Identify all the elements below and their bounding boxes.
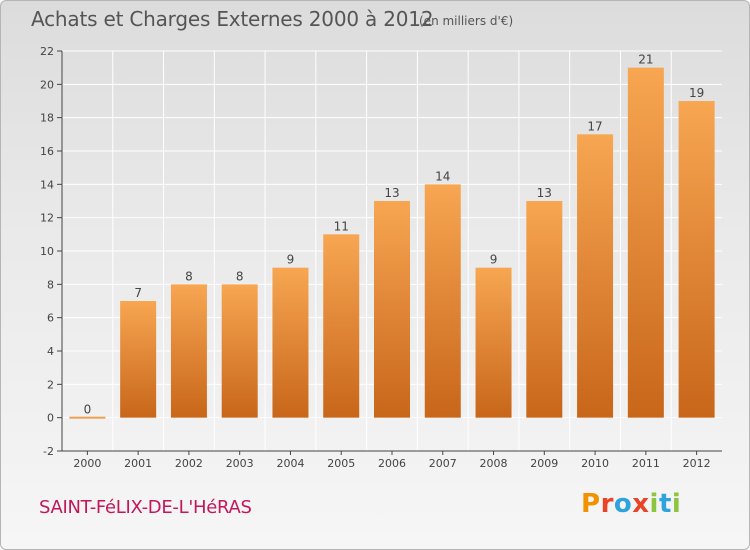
logo-letter: i [649, 489, 659, 519]
bar [424, 184, 461, 418]
logo-letter: i [671, 489, 682, 519]
y-tick-label: 10 [40, 245, 54, 258]
y-tick-label: 8 [47, 278, 54, 291]
data-label: 0 [84, 403, 92, 417]
y-tick-label: 2 [47, 378, 54, 391]
x-tick-label: 2000 [73, 457, 101, 470]
x-tick-label: 2008 [480, 457, 508, 470]
data-label: 21 [638, 53, 653, 67]
y-tick-label: 16 [40, 145, 54, 158]
y-tick-label: -2 [43, 445, 54, 458]
y-tick-label: 22 [40, 45, 54, 58]
x-tick-label: 2012 [683, 457, 711, 470]
x-tick-label: 2002 [175, 457, 203, 470]
data-label: 17 [587, 119, 602, 133]
proxiti-logo[interactable]: Proxiti [581, 489, 681, 519]
x-tick-label: 2009 [530, 457, 558, 470]
bar [374, 201, 410, 418]
chart-unit: (en milliers d'€) [419, 14, 514, 28]
y-tick-label: 6 [47, 312, 54, 325]
data-label: 19 [689, 86, 704, 100]
bar [272, 267, 309, 418]
logo-letter: x [632, 489, 650, 519]
chart-title: Achats et Charges Externes 2000 à 2012 [31, 7, 434, 31]
bar [577, 134, 614, 418]
logo-letter: o [613, 489, 633, 519]
bar [120, 301, 157, 418]
bar [678, 101, 715, 418]
x-tick-label: 2010 [581, 457, 609, 470]
y-tick-label: 0 [47, 412, 54, 425]
data-label: 14 [435, 169, 450, 183]
data-label: 9 [287, 253, 295, 267]
x-tick-label: 2001 [124, 457, 152, 470]
data-label: 13 [537, 186, 552, 200]
axes: -2 0 2 4 6 8 10 12 14 16 18 20 22 2000 2001 2002 2003 200… [40, 45, 722, 470]
logo-letter: t [658, 489, 672, 519]
data-label: 8 [185, 269, 193, 283]
x-tick-label: 2011 [632, 457, 660, 470]
y-tick-label: 18 [40, 112, 54, 125]
x-tick-label: 2006 [378, 457, 406, 470]
x-tick-label: 2004 [276, 457, 304, 470]
data-label: 7 [134, 286, 142, 300]
data-label: 9 [490, 253, 498, 267]
y-tick-label: 12 [40, 212, 54, 225]
bar [475, 267, 512, 418]
bar [170, 284, 207, 418]
y-tick-label: 20 [40, 78, 54, 91]
data-label: 11 [334, 219, 349, 233]
logo-letter: r [600, 489, 614, 519]
y-tick-label: 14 [40, 178, 54, 191]
bar [69, 416, 106, 419]
commune-name: SAINT-FéLIX-DE-L'HéRAS [39, 497, 252, 518]
bars [69, 67, 715, 419]
bar [526, 201, 563, 418]
bar [221, 284, 258, 418]
x-tick-label: 2003 [226, 457, 254, 470]
bar [323, 234, 360, 418]
data-label: 13 [384, 186, 399, 200]
bar [627, 67, 664, 418]
logo-letter: P [581, 489, 601, 519]
x-tick-label: 2005 [327, 457, 355, 470]
data-labels: 0 7 8 8 9 11 13 14 9 13 17 21 19 [84, 53, 705, 417]
x-tick-label: 2007 [429, 457, 457, 470]
y-tick-label: 4 [47, 345, 54, 358]
data-label: 8 [236, 269, 244, 283]
